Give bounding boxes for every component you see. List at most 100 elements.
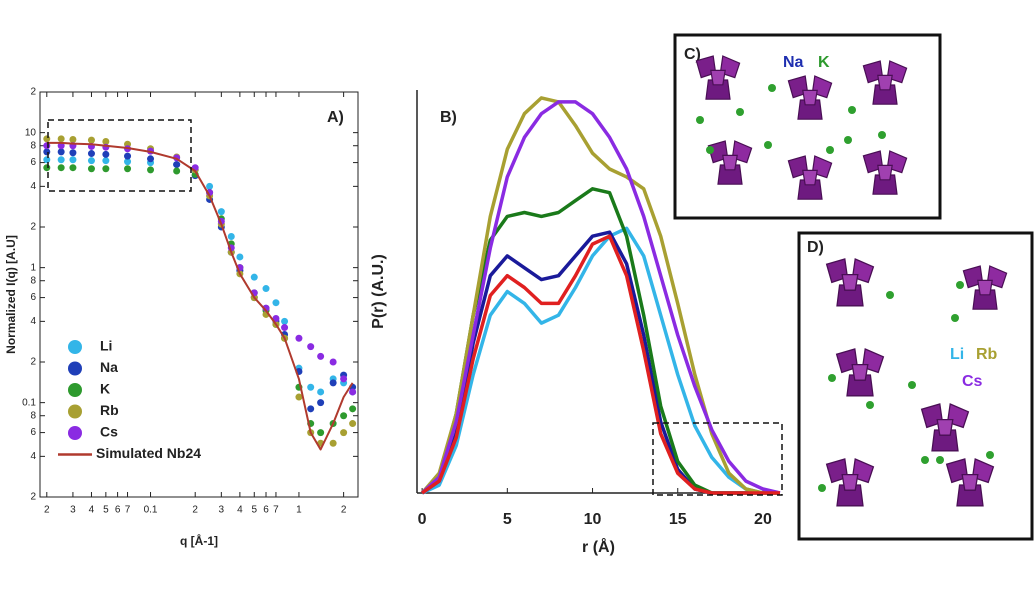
y-tick-label: 4 — [30, 316, 36, 327]
legend-label: Cs — [100, 424, 118, 440]
data-point — [124, 158, 132, 166]
x-tick-label: 10 — [584, 511, 602, 528]
data-point — [57, 164, 65, 172]
data-point — [317, 399, 325, 407]
panel-c: C) Na K — [673, 33, 942, 220]
y-axis-label: Normalized I(q) [A.U] — [4, 235, 18, 354]
data-point — [281, 317, 289, 325]
data-point — [57, 156, 65, 164]
x-tick-label: 5 — [503, 511, 512, 528]
x-tick-label: 2 — [341, 505, 347, 516]
y-tick-label: 4 — [30, 181, 36, 192]
data-point — [87, 150, 95, 158]
data-point — [236, 253, 244, 261]
legend-marker — [68, 361, 82, 376]
data-point — [102, 165, 110, 173]
data-point — [173, 167, 181, 175]
panel-d: D) Li Rb Cs — [797, 231, 1034, 541]
data-point — [349, 420, 357, 428]
legend-label: Li — [100, 338, 112, 354]
data-point — [87, 136, 95, 144]
data-point — [262, 285, 270, 293]
data-point — [43, 148, 51, 156]
data-point — [317, 352, 325, 360]
x-tick-label: 1 — [296, 505, 302, 516]
data-point — [227, 233, 235, 241]
legend-label: Rb — [100, 402, 119, 418]
data-line — [46, 141, 354, 451]
legend-label: Na — [100, 359, 118, 375]
annotation: B) — [440, 109, 457, 126]
legend-marker — [68, 404, 82, 419]
y-tick-label: 2 — [30, 357, 36, 368]
data-point — [329, 439, 337, 447]
data-point — [307, 405, 315, 413]
x-tick-label: 5 — [251, 505, 257, 516]
annotation: A) — [327, 109, 344, 126]
data-line — [421, 234, 780, 495]
y-tick-label: 10 — [25, 127, 37, 138]
data-point — [43, 156, 51, 164]
data-point — [43, 164, 51, 172]
data-point — [340, 429, 348, 437]
data-point — [340, 412, 348, 420]
data-point — [349, 388, 357, 396]
data-point — [295, 393, 303, 401]
zoom-box — [652, 422, 783, 496]
panel-label: C) — [684, 46, 701, 63]
data-point — [340, 375, 348, 383]
y-tick-label: 0.1 — [22, 397, 36, 408]
ion-label: Li — [950, 346, 964, 363]
y-tick-label: 2 — [30, 492, 36, 503]
data-point — [69, 135, 77, 143]
data-point — [87, 165, 95, 173]
ion-label: K — [818, 54, 830, 71]
data-point — [69, 149, 77, 157]
data-point — [272, 299, 280, 307]
data-line — [421, 226, 780, 495]
x-tick-label: 0 — [418, 511, 427, 528]
x-tick-label: 5 — [103, 505, 109, 516]
x-axis-label: r (Å) — [582, 537, 615, 556]
data-point — [250, 273, 258, 281]
y-tick-label: 8 — [30, 275, 36, 286]
data-point — [57, 135, 65, 143]
x-tick-label: 6 — [263, 505, 269, 516]
data-point — [329, 379, 337, 387]
data-point — [307, 383, 315, 391]
ion-label: Na — [783, 54, 804, 71]
data-point — [87, 157, 95, 165]
data-point — [317, 429, 325, 437]
data-point — [57, 148, 65, 156]
y-tick-label: 4 — [30, 451, 36, 462]
data-point — [147, 155, 155, 163]
data-point — [295, 334, 303, 342]
x-tick-label: 7 — [273, 505, 279, 516]
data-point — [147, 166, 155, 174]
data-point — [69, 156, 77, 164]
data-line — [420, 96, 780, 495]
legend-marker — [68, 426, 82, 440]
data-point — [281, 324, 289, 332]
x-tick-label: 7 — [125, 505, 131, 516]
data-point — [69, 164, 77, 172]
legend-marker — [68, 340, 82, 354]
data-point — [124, 165, 132, 173]
ion-label: Cs — [962, 373, 983, 390]
zoom-box — [47, 119, 192, 192]
y-tick-label: 2 — [30, 222, 36, 233]
y-tick-label: 2 — [30, 87, 36, 98]
x-tick-label: 15 — [669, 511, 687, 528]
data-line — [420, 100, 781, 495]
x-tick-label: 3 — [219, 505, 225, 516]
x-tick-label: 4 — [89, 505, 95, 516]
ion-label: Rb — [976, 346, 998, 363]
x-axis-label: q [Å-1] — [180, 533, 218, 548]
y-tick-label: 6 — [30, 157, 36, 168]
y-tick-label: 8 — [30, 140, 36, 151]
panel-label: D) — [807, 239, 824, 256]
chart-b: 0 5 10 15 20 r (Å) P(r) (A.U.) B) — [370, 90, 781, 556]
data-point — [102, 157, 110, 165]
